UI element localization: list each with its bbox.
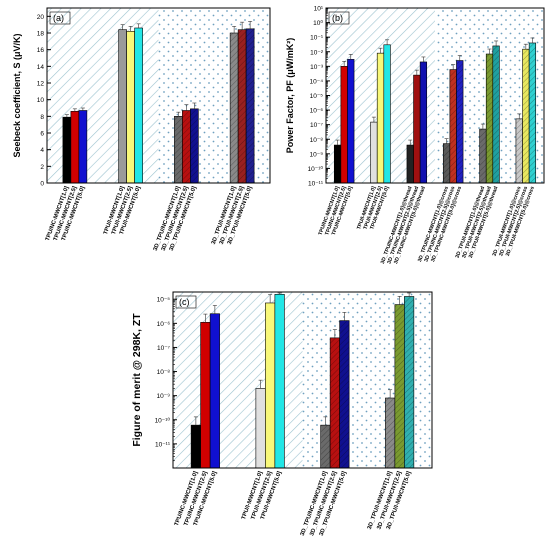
y-tick-label: 10⁻⁶: [310, 108, 324, 115]
y-tick-label: 10⁻¹¹: [308, 181, 324, 188]
y-tick-label: 18: [37, 31, 45, 38]
panel-label: (a): [53, 13, 64, 23]
bar-pattern: [339, 320, 350, 468]
bar-pattern: [529, 42, 536, 184]
y-tick-label: 20: [37, 14, 45, 21]
y-tick-label: 2: [40, 164, 44, 171]
bar: [413, 74, 421, 184]
bar: [265, 302, 276, 469]
y-tick-label: 10⁻⁷: [310, 122, 324, 129]
panel-label-box: [328, 11, 350, 25]
y-tick-label: 0: [40, 181, 44, 188]
y-tick-label: 14: [37, 64, 45, 71]
bar: [78, 110, 88, 184]
y-tick-label: 10⁻⁵: [310, 93, 324, 100]
y-tick-label: 10⁻⁸: [310, 137, 324, 144]
bar: [370, 121, 378, 184]
panel-1: 02468101214161820TPU/NC-MWCNT[1.0]TPU/NC…: [12, 7, 271, 252]
y-tick-label: 10⁻²: [310, 49, 324, 56]
bar-pattern: [404, 296, 414, 468]
bar: [383, 44, 391, 184]
bar-pattern: [190, 108, 199, 183]
y-tick-label: 12: [37, 81, 45, 88]
bar: [62, 116, 72, 184]
bar-pattern: [182, 110, 191, 183]
bar-pattern: [522, 49, 530, 183]
plot-frame: [46, 7, 271, 184]
bar-pattern: [238, 29, 247, 183]
y-tick-label: 8: [40, 114, 44, 121]
y-tick-label: 6: [40, 131, 44, 138]
y-tick-label: 10⁻¹⁰: [155, 416, 171, 424]
y-tick-label: 10⁻¹¹: [155, 441, 171, 448]
bar: [347, 59, 355, 184]
bar-pattern: [385, 398, 395, 468]
bar: [333, 144, 342, 184]
bar-pattern: [174, 116, 183, 183]
bar: [340, 66, 348, 184]
bar-pattern: [449, 69, 457, 183]
bar: [134, 27, 143, 184]
bar: [274, 294, 285, 469]
y-tick-label: 10⁻⁹: [157, 393, 171, 400]
bar-pattern: [246, 28, 255, 184]
bar: [70, 111, 80, 184]
panel-label-box: [175, 295, 197, 309]
bar: [376, 52, 385, 184]
y-tick-label: 10⁻⁷: [157, 345, 171, 352]
panel-3: 10⁻¹¹10⁻¹⁰10⁻⁹10⁻⁸10⁻⁷10⁻⁶10⁻⁵TPU/NC-MWC…: [131, 291, 433, 537]
y-tick-label: 10⁻¹: [310, 35, 324, 42]
bar-pattern: [320, 425, 331, 468]
panel-label: (c): [179, 297, 190, 307]
bar: [126, 31, 135, 184]
y-tick-label: 10⁰: [313, 19, 323, 27]
y-tick-label: 10⁻⁶: [157, 321, 171, 328]
y-tick-label: 4: [40, 147, 44, 154]
y-tick-label: 10: [37, 97, 45, 104]
bar: [419, 61, 428, 184]
y-tick-label: 10⁻¹⁰: [308, 165, 324, 173]
y-tick-label: 10⁻⁸: [157, 369, 171, 376]
y-tick-label: 10⁻³: [310, 64, 324, 71]
bar: [255, 388, 266, 469]
bar: [200, 322, 211, 469]
y-axis-label: Seebeck coefficient, S (μV/K): [12, 33, 22, 157]
panel-label-box: [49, 11, 71, 25]
bar-pattern: [486, 54, 493, 183]
bar-pattern: [443, 143, 450, 183]
bar-pattern: [330, 337, 340, 468]
bar-pattern: [515, 118, 523, 183]
bar-pattern: [230, 33, 239, 183]
y-axis-label: Figure of merit @ 298K, ZT: [131, 313, 143, 447]
bar: [118, 29, 127, 184]
panel-2: 10⁻¹¹ 10⁻¹⁰ 10⁻⁹ 10⁻⁸ 10⁻⁷ 10⁻⁶ 10⁻⁵ 10⁻⁴ 10⁻³ 10…: [285, 6, 545, 265]
y-tick-label: 10⁻⁴: [310, 78, 324, 85]
bar-pattern: [456, 60, 464, 183]
plot-frame: [172, 291, 433, 469]
bar: [406, 144, 414, 184]
panel-label: (b): [332, 13, 343, 23]
bar-pattern: [394, 304, 405, 468]
y-tick-label: 10¹: [314, 6, 324, 13]
bar: [190, 424, 201, 469]
plot-frame: [325, 7, 545, 184]
bar: [209, 313, 220, 469]
bar-pattern: [492, 45, 500, 183]
bar-pattern: [479, 129, 487, 183]
y-tick-label: 16: [37, 47, 45, 54]
y-tick-label: 10⁻⁵: [157, 297, 171, 304]
y-tick-label: 10⁻⁹: [310, 151, 324, 158]
y-axis-label: Power Factor, PF (μW/mK²): [285, 38, 295, 154]
